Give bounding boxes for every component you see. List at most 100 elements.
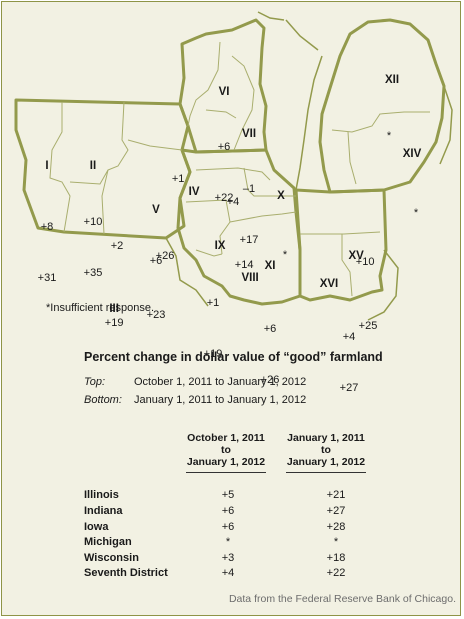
value-jan-to-jan: +18: [326, 552, 346, 564]
district-top-value: XV +10: [316, 230, 384, 282]
district-label-viii: +4 +14 VIII: [208, 158, 268, 318]
district-label-xii: XII *: [372, 36, 412, 200]
district-top-value: +8: [40, 221, 54, 234]
value-jan-to-jan: +21: [326, 489, 346, 501]
district-top-number: +10: [355, 256, 375, 269]
legend-key: Bottom:: [84, 394, 122, 406]
district-name: IX: [214, 239, 226, 252]
district-bottom-value: +26: [155, 249, 175, 262]
state-name: Illinois: [84, 489, 119, 501]
district-line-iowa-3: [69, 169, 109, 185]
district-name: IV: [188, 185, 200, 198]
district-bottom-value: +19: [203, 347, 223, 360]
district-top-number: +1: [171, 172, 185, 185]
district-bottom-value: +17: [239, 233, 259, 246]
header-line: January 1, 2012: [286, 455, 366, 468]
upper-lake-edge: [257, 11, 285, 21]
value-oct-to-jan: *: [225, 536, 231, 548]
district-line-il-1: [195, 167, 271, 181]
district-top-value: +6: [149, 255, 163, 268]
state-name: Seventh District: [84, 567, 168, 579]
district-bottom-value: III +19: [84, 290, 132, 342]
district-name: I: [45, 159, 49, 172]
district-label-xv: XV +10 +25: [316, 192, 384, 352]
district-line-iowa-4: [127, 139, 183, 151]
mississippi-river: [165, 237, 209, 307]
district-name: XII: [384, 73, 400, 86]
district-name: XV: [348, 249, 364, 262]
district-name: VI: [218, 85, 230, 98]
table-title: Percent change in dollar value of “good”…: [84, 350, 383, 364]
district-line-iowa-1: [49, 102, 71, 233]
district-name: III: [109, 303, 119, 316]
value-oct-to-jan: +4: [221, 567, 235, 579]
district-label-i: I +8 +31: [26, 122, 68, 304]
district-line-in-2: [341, 234, 353, 297]
district-line-il-4: [229, 211, 297, 223]
district-name: XVI: [319, 277, 339, 290]
district-top-value: *: [282, 249, 288, 262]
district-bottom-value: +14 VIII: [208, 246, 268, 298]
district-top-value: –1: [242, 183, 256, 196]
district-line-in-1: [300, 231, 381, 235]
district-line-wi-2: [231, 55, 255, 151]
legend-top: Top: October 1, 2011 to January 1, 2012: [84, 376, 306, 388]
value-jan-to-jan: +28: [326, 521, 346, 533]
district-line-wi-3: [205, 109, 237, 119]
state-outline-illinois: [176, 148, 302, 306]
column-header-rule: [286, 472, 366, 473]
district-label-xi: XI +6 +26: [250, 222, 290, 406]
district-label-vii: VII –1 +17: [224, 90, 274, 266]
district-top-value: +2: [110, 239, 124, 252]
district-bottom-value: +27: [339, 381, 359, 394]
district-label-ix: IX +1 +19: [190, 202, 236, 380]
district-top-value: *: [386, 130, 392, 143]
district-bottom-value: +26: [260, 373, 280, 386]
district-label-iv: +1 IV +26: [146, 122, 200, 282]
district-top-value: +6: [263, 323, 277, 336]
district-line-mi-1: [331, 111, 430, 133]
district-name: X: [277, 189, 285, 202]
legend-text: October 1, 2011 to January 1, 2012: [134, 376, 307, 388]
district-line-iowa-2: [101, 101, 129, 235]
district-line-wi-1: [187, 41, 221, 127]
district-name: VIII: [241, 272, 259, 285]
district-top-value: +4: [226, 195, 240, 208]
value-jan-to-jan: +27: [326, 505, 346, 517]
district-bottom-value: +31: [37, 271, 57, 284]
district-label-x: X *: [266, 152, 296, 319]
legend-bottom: Bottom: January 1, 2011 to January 1, 201…: [84, 394, 306, 406]
district-bottom-value: +35: [83, 266, 103, 279]
column-header-oct-to-jan: October 1, 2011 to January 1, 2012: [180, 432, 272, 468]
value-jan-to-jan: *: [333, 536, 339, 548]
legend-key: Top:: [84, 376, 106, 388]
district-bottom-value: +23: [146, 308, 166, 321]
district-label-xvi: XVI +4 +27: [306, 240, 366, 414]
michigan-north-shore: [285, 19, 319, 51]
district-line-il-2: [243, 167, 296, 197]
district-top-value: +1 IV: [146, 160, 200, 212]
header-line: to: [321, 443, 331, 456]
lake-huron-shore: [439, 85, 453, 165]
lake-michigan-east-shore: [295, 55, 323, 191]
column-header-rule: [186, 472, 266, 473]
state-outline-wisconsin: [178, 18, 268, 154]
district-bottom-number: +19: [104, 317, 124, 329]
value-oct-to-jan: +6: [221, 505, 235, 517]
state-outline-iowa: [14, 98, 192, 240]
district-label-ii: II +10 +35: [72, 122, 114, 299]
district-top-value: +4: [342, 331, 356, 344]
district-name: XIV: [402, 147, 422, 160]
state-name: Michigan: [84, 536, 132, 548]
header-line: October 1, 2011: [187, 432, 265, 444]
district-name: VII: [241, 127, 257, 140]
district-top-value: +1: [206, 297, 220, 310]
state-outline-michigan: [318, 18, 446, 194]
district-top-value: +6: [217, 141, 231, 154]
district-name: XI: [264, 259, 276, 272]
district-bottom-value: +25: [358, 319, 378, 332]
district-line-mi-2: [347, 131, 357, 185]
district-bottom-value: +22: [214, 191, 234, 204]
header-line: to: [221, 443, 231, 456]
